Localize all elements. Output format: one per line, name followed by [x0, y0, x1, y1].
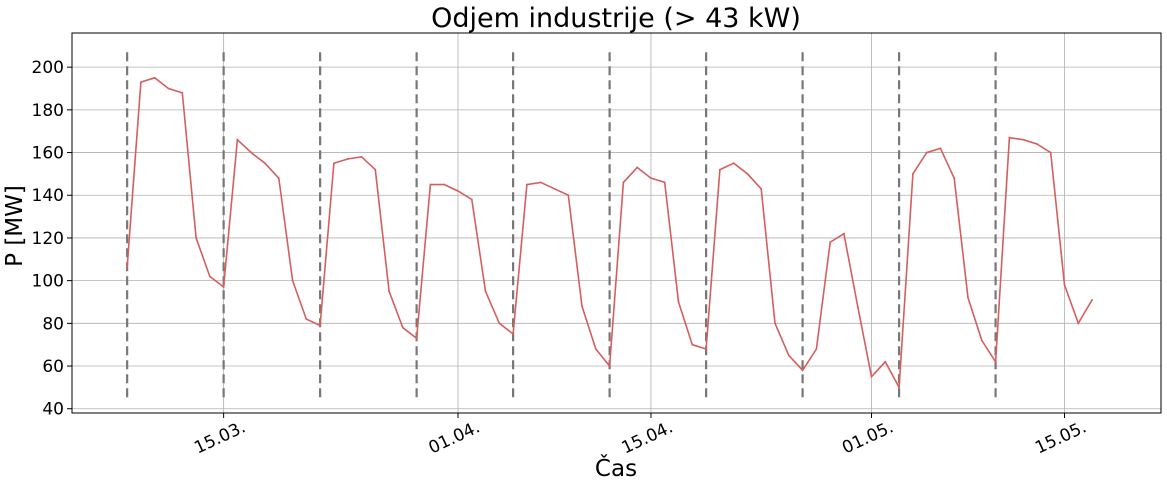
- data-point: [1091, 298, 1093, 301]
- y-tick-label: 200: [32, 58, 64, 78]
- y-tick-label: 180: [32, 101, 64, 121]
- data-point: [732, 162, 735, 165]
- data-point: [236, 138, 239, 141]
- data-point: [167, 87, 170, 90]
- data-point: [277, 177, 280, 180]
- data-point: [622, 181, 625, 184]
- data-point: [705, 348, 708, 350]
- data-point: [594, 348, 597, 350]
- data-point: [126, 266, 129, 269]
- y-tick-label: 160: [32, 144, 64, 164]
- data-point: [787, 354, 790, 357]
- data-point: [856, 305, 859, 308]
- y-axis-ticks: 40 60 80 100 120 140 160 180 200: [32, 58, 72, 420]
- data-point: [994, 360, 997, 363]
- data-point: [512, 333, 515, 335]
- data-point: [291, 279, 294, 282]
- data-point: [870, 375, 873, 378]
- x-axis-ticks: 15.03. 01.04. 15.04. 01.05. 15.05.: [191, 413, 1090, 458]
- data-point: [898, 386, 900, 389]
- x-tick-label: 15.04.: [619, 417, 676, 458]
- data-point: [967, 296, 969, 299]
- data-point: [608, 365, 611, 367]
- data-point: [980, 339, 983, 342]
- data-point: [539, 181, 542, 184]
- plot-frame: [71, 32, 1162, 414]
- data-point: [829, 241, 832, 244]
- data-point: [760, 187, 763, 190]
- chart-title: Odjem industrije (> 43 kW): [431, 3, 801, 34]
- data-point: [1036, 143, 1038, 145]
- data-point: [181, 91, 184, 94]
- data-point: [815, 348, 818, 350]
- data-point: [677, 301, 680, 303]
- data-point: [1063, 284, 1066, 286]
- data-point: [305, 318, 308, 320]
- y-tick-label: 120: [32, 229, 64, 249]
- x-axis-label: Čas: [595, 454, 637, 482]
- series-points: [126, 76, 1093, 389]
- data-point: [333, 162, 335, 165]
- data-point: [525, 183, 528, 186]
- data-point: [360, 155, 363, 158]
- x-tick-label: 01.04.: [426, 417, 483, 458]
- y-tick-label: 60: [42, 357, 64, 377]
- data-point: [319, 324, 322, 327]
- data-point: [663, 181, 666, 184]
- data-point: [415, 337, 418, 340]
- data-point: [650, 177, 652, 180]
- data-point: [429, 183, 432, 186]
- data-point: [1077, 322, 1080, 325]
- data-point: [153, 76, 156, 79]
- data-point: [939, 147, 942, 150]
- data-point: [843, 232, 845, 235]
- data-point: [140, 81, 142, 84]
- data-point: [801, 369, 804, 372]
- data-point: [195, 237, 197, 239]
- grid: [72, 33, 1161, 413]
- data-point: [374, 168, 377, 171]
- y-tick-label: 140: [32, 186, 64, 206]
- data-point: [401, 326, 404, 329]
- data-point: [553, 187, 556, 190]
- y-axis-label: P [MW]: [2, 185, 28, 267]
- data-point: [208, 275, 211, 278]
- data-point: [470, 198, 473, 201]
- data-point: [636, 166, 639, 169]
- data-point: [911, 172, 914, 175]
- data-point: [774, 322, 776, 325]
- data-point: [457, 190, 459, 192]
- data-point: [484, 290, 487, 293]
- x-tick-label: 15.03.: [191, 417, 248, 458]
- week-marker-lines: [126, 52, 997, 399]
- data-point: [1008, 136, 1011, 139]
- y-tick-label: 40: [42, 400, 64, 420]
- data-point: [884, 360, 887, 363]
- data-point: [567, 194, 570, 197]
- y-tick-label: 80: [42, 314, 64, 334]
- data-point: [222, 286, 225, 288]
- data-point: [1022, 138, 1025, 141]
- data-point: [388, 290, 390, 293]
- data-point: [264, 162, 266, 165]
- data-point: [718, 168, 721, 171]
- data-point: [498, 322, 501, 325]
- data-point: [581, 305, 583, 308]
- data-point: [443, 183, 446, 186]
- y-tick-label: 100: [32, 272, 64, 292]
- data-point: [925, 151, 928, 154]
- x-tick-label: 15.05.: [1032, 417, 1089, 458]
- data-point: [746, 172, 749, 175]
- x-tick-label: 01.05.: [839, 417, 896, 458]
- data-point: [691, 343, 694, 346]
- data-point: [346, 158, 349, 160]
- data-point: [953, 177, 956, 180]
- data-point: [250, 151, 253, 154]
- data-point: [1049, 151, 1052, 154]
